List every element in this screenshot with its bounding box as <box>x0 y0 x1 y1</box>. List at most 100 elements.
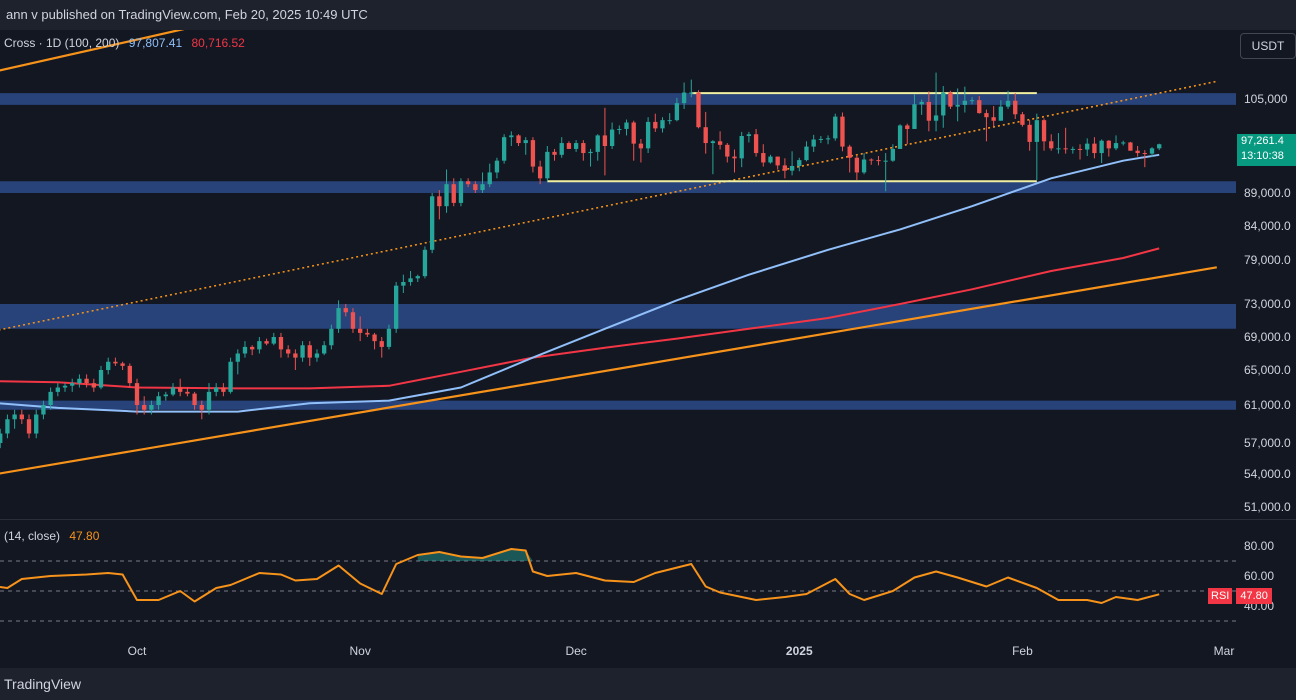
price-scale-label: 89,000.0 <box>1244 186 1291 200</box>
ma200-line <box>0 247 1160 390</box>
price-scale-label: 84,000.0 <box>1244 219 1291 233</box>
candle-body <box>307 345 312 358</box>
trendline <box>0 266 1217 475</box>
candle-body <box>357 328 363 333</box>
candle-body <box>480 184 485 191</box>
time-axis-label: Oct <box>128 644 147 658</box>
candle-body <box>257 341 262 350</box>
candle-body <box>34 414 39 434</box>
candle-body <box>98 370 104 388</box>
candle-body <box>746 134 752 137</box>
candle-body <box>653 121 658 129</box>
candle-body <box>221 387 226 392</box>
candle-body <box>818 138 824 140</box>
price-scale-label: 73,000.0 <box>1244 297 1291 311</box>
candle-body <box>833 116 838 139</box>
candle-body <box>638 143 644 149</box>
price-scale-label: 61,000.0 <box>1244 398 1291 412</box>
candle-body <box>55 387 60 392</box>
price-scale-label: 51,000.0 <box>1244 500 1291 514</box>
candle-body <box>84 378 89 384</box>
rsi-scale-label: 60.00 <box>1244 569 1274 583</box>
candle-body <box>62 385 68 388</box>
time-axis-label: Mar <box>1214 644 1235 658</box>
candle-body <box>214 387 219 392</box>
candle-body <box>26 419 32 434</box>
candle-body <box>228 361 233 392</box>
ma100-value: 97,807.41 <box>128 36 183 50</box>
candle-body <box>703 127 708 144</box>
candle-body <box>631 122 636 144</box>
candle-body <box>566 143 572 149</box>
candle-body <box>912 104 917 129</box>
candle-body <box>1106 140 1111 149</box>
candle-body <box>1121 142 1126 144</box>
candle-body <box>689 92 694 94</box>
candle-body <box>1092 143 1097 154</box>
rsi-line <box>0 548 1160 604</box>
price-scale-label: 54,000.0 <box>1244 467 1291 481</box>
rsi-value-tag: RSI 47.80 <box>1208 588 1272 604</box>
price-scale-label: 69,000.0 <box>1244 330 1291 344</box>
currency-button[interactable]: USDT <box>1240 33 1296 59</box>
candle-body <box>235 353 240 362</box>
bar-countdown: 13:10:38 <box>1241 150 1284 162</box>
candle-body <box>969 100 975 102</box>
candle-body <box>458 181 464 203</box>
candle-body <box>1063 148 1068 150</box>
candle-body <box>602 135 608 146</box>
candle-body <box>134 383 140 405</box>
candle-body <box>998 106 1004 121</box>
candle-body <box>300 345 305 358</box>
candle-body <box>1077 148 1083 150</box>
candle-body <box>732 156 737 159</box>
time-axis-label: Dec <box>565 644 586 658</box>
candle-body <box>1113 143 1119 149</box>
candle-body <box>192 393 197 405</box>
candle-body <box>509 135 514 138</box>
candle-body <box>401 282 406 286</box>
candle-body <box>897 125 903 149</box>
candle-body <box>127 365 132 384</box>
candle-body <box>1070 148 1075 150</box>
candle-body <box>336 308 341 329</box>
trendline <box>0 30 185 72</box>
candle-body <box>271 337 276 344</box>
pane-divider[interactable] <box>0 519 1296 520</box>
candle-body <box>645 121 651 149</box>
candle-body <box>1013 100 1018 115</box>
candle-body <box>581 143 586 154</box>
candle-body <box>1149 148 1155 154</box>
last-price-tag: 97,261.4 13:10:38 <box>1237 134 1296 166</box>
candle-body <box>876 160 881 162</box>
candle-body <box>408 278 413 282</box>
candle-body <box>991 117 996 121</box>
candle-body <box>1056 148 1061 150</box>
candle-body <box>178 387 183 392</box>
candle-body <box>1099 140 1104 154</box>
rsi-legend-value: 47.80 <box>69 529 100 543</box>
price-scale-label: 105,000 <box>1244 92 1288 106</box>
candle-body <box>156 396 161 405</box>
time-axis-label: Nov <box>349 644 370 658</box>
candle-body <box>393 285 399 329</box>
dotted-trendline <box>0 80 1217 331</box>
price-scale-label: 57,000.0 <box>1244 436 1291 450</box>
candle-body <box>559 143 564 155</box>
candle-body <box>487 172 492 185</box>
rsi-tag-value: 47.80 <box>1236 588 1272 604</box>
candle-body <box>451 184 456 203</box>
candle-body <box>1157 144 1162 149</box>
candle-body <box>314 353 320 358</box>
candle-body <box>48 391 53 405</box>
rsi-tag-label: RSI <box>1208 588 1233 604</box>
candle-body <box>113 361 118 364</box>
candle-body <box>372 334 377 342</box>
rsi-legend: (14, close) 47.80 <box>4 529 99 543</box>
candle-body <box>286 349 291 354</box>
candle-body <box>717 141 723 145</box>
candle-body <box>681 92 687 104</box>
candle-body <box>422 249 428 277</box>
candle-body <box>977 100 982 114</box>
